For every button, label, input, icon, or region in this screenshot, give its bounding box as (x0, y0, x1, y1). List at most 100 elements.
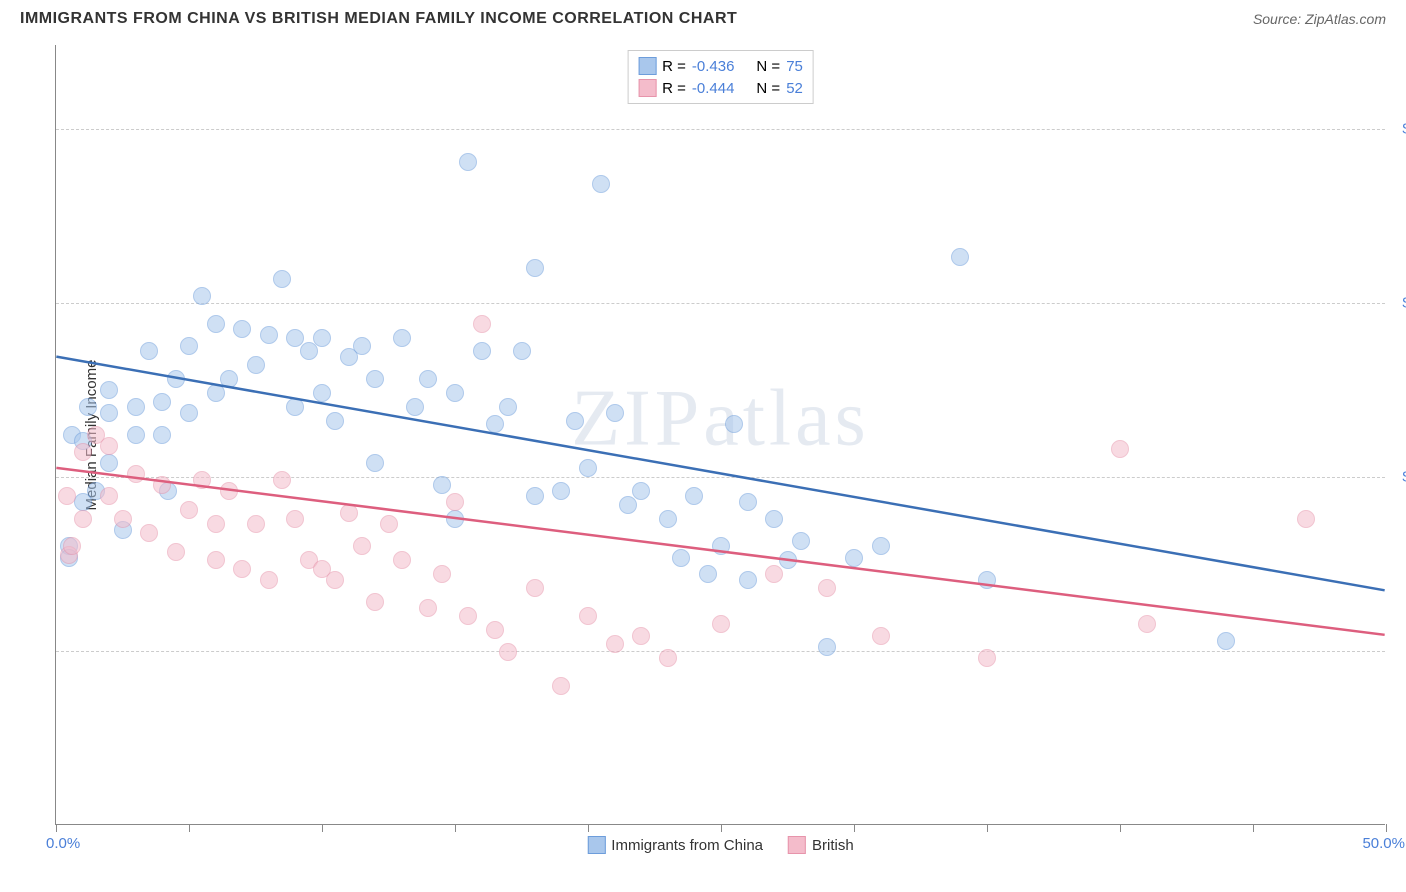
data-point (446, 493, 464, 511)
data-point (180, 404, 198, 422)
data-point (486, 415, 504, 433)
data-point (526, 259, 544, 277)
data-point (207, 384, 225, 402)
x-tick (854, 824, 855, 832)
data-point (286, 510, 304, 528)
data-point (725, 415, 743, 433)
legend-swatch (638, 57, 656, 75)
y-tick-label: $125,000 (1395, 468, 1406, 485)
data-point (326, 571, 344, 589)
data-point (659, 510, 677, 528)
x-tick (1386, 824, 1387, 832)
data-point (153, 426, 171, 444)
data-point (366, 454, 384, 472)
legend-stats: R =-0.436N =75R =-0.444N =52 (627, 50, 814, 104)
gridline (56, 303, 1385, 304)
data-point (247, 356, 265, 374)
data-point (739, 571, 757, 589)
data-point (459, 153, 477, 171)
data-point (499, 643, 517, 661)
data-point (74, 443, 92, 461)
gridline (56, 477, 1385, 478)
data-point (207, 315, 225, 333)
data-point (552, 482, 570, 500)
data-point (606, 404, 624, 422)
data-point (100, 381, 118, 399)
data-point (712, 537, 730, 555)
data-point (300, 342, 318, 360)
data-point (140, 524, 158, 542)
legend-series-label: Immigrants from China (611, 837, 763, 854)
y-tick-label: $62,500 (1395, 642, 1406, 659)
data-point (207, 515, 225, 533)
data-point (592, 175, 610, 193)
legend-stats-row: R =-0.444N =52 (638, 77, 803, 99)
data-point (552, 677, 570, 695)
legend-series-item: British (788, 836, 854, 854)
data-point (74, 510, 92, 528)
data-point (473, 315, 491, 333)
data-point (632, 627, 650, 645)
data-point (406, 398, 424, 416)
data-point (659, 649, 677, 667)
data-point (326, 412, 344, 430)
gridline (56, 651, 1385, 652)
data-point (579, 459, 597, 477)
chart-header: IMMIGRANTS FROM CHINA VS BRITISH MEDIAN … (0, 0, 1406, 33)
chart-container: Median Family Income ZIPatlas $62,500$12… (55, 45, 1385, 825)
data-point (193, 471, 211, 489)
x-tick (189, 824, 190, 832)
data-point (779, 551, 797, 569)
data-point (606, 635, 624, 653)
data-point (765, 565, 783, 583)
legend-stats-row: R =-0.436N =75 (638, 55, 803, 77)
data-point (140, 342, 158, 360)
data-point (58, 487, 76, 505)
legend-series-label: British (812, 837, 854, 854)
data-point (353, 537, 371, 555)
data-point (712, 615, 730, 633)
data-point (260, 326, 278, 344)
data-point (180, 501, 198, 519)
x-tick (588, 824, 589, 832)
data-point (419, 370, 437, 388)
chart-title: IMMIGRANTS FROM CHINA VS BRITISH MEDIAN … (20, 10, 737, 28)
data-point (419, 599, 437, 617)
x-tick (1120, 824, 1121, 832)
data-point (247, 515, 265, 533)
data-point (260, 571, 278, 589)
data-point (446, 510, 464, 528)
data-point (153, 393, 171, 411)
data-point (233, 560, 251, 578)
y-tick-label: $250,000 (1395, 120, 1406, 137)
data-point (313, 329, 331, 347)
data-point (459, 607, 477, 625)
data-point (286, 398, 304, 416)
data-point (951, 248, 969, 266)
source-label: Source: ZipAtlas.com (1253, 11, 1386, 27)
data-point (1138, 615, 1156, 633)
x-tick (1253, 824, 1254, 832)
data-point (114, 510, 132, 528)
data-point (818, 579, 836, 597)
data-point (619, 496, 637, 514)
data-point (433, 476, 451, 494)
y-tick-label: $187,500 (1395, 294, 1406, 311)
data-point (100, 454, 118, 472)
data-point (100, 437, 118, 455)
data-point (167, 543, 185, 561)
data-point (393, 329, 411, 347)
data-point (872, 627, 890, 645)
gridline (56, 129, 1385, 130)
legend-series-item: Immigrants from China (587, 836, 763, 854)
x-tick (721, 824, 722, 832)
data-point (473, 342, 491, 360)
data-point (446, 384, 464, 402)
data-point (872, 537, 890, 555)
data-point (63, 537, 81, 555)
data-point (765, 510, 783, 528)
x-axis-min-label: 0.0% (46, 835, 80, 852)
legend-swatch (788, 836, 806, 854)
data-point (220, 482, 238, 500)
data-point (1297, 510, 1315, 528)
